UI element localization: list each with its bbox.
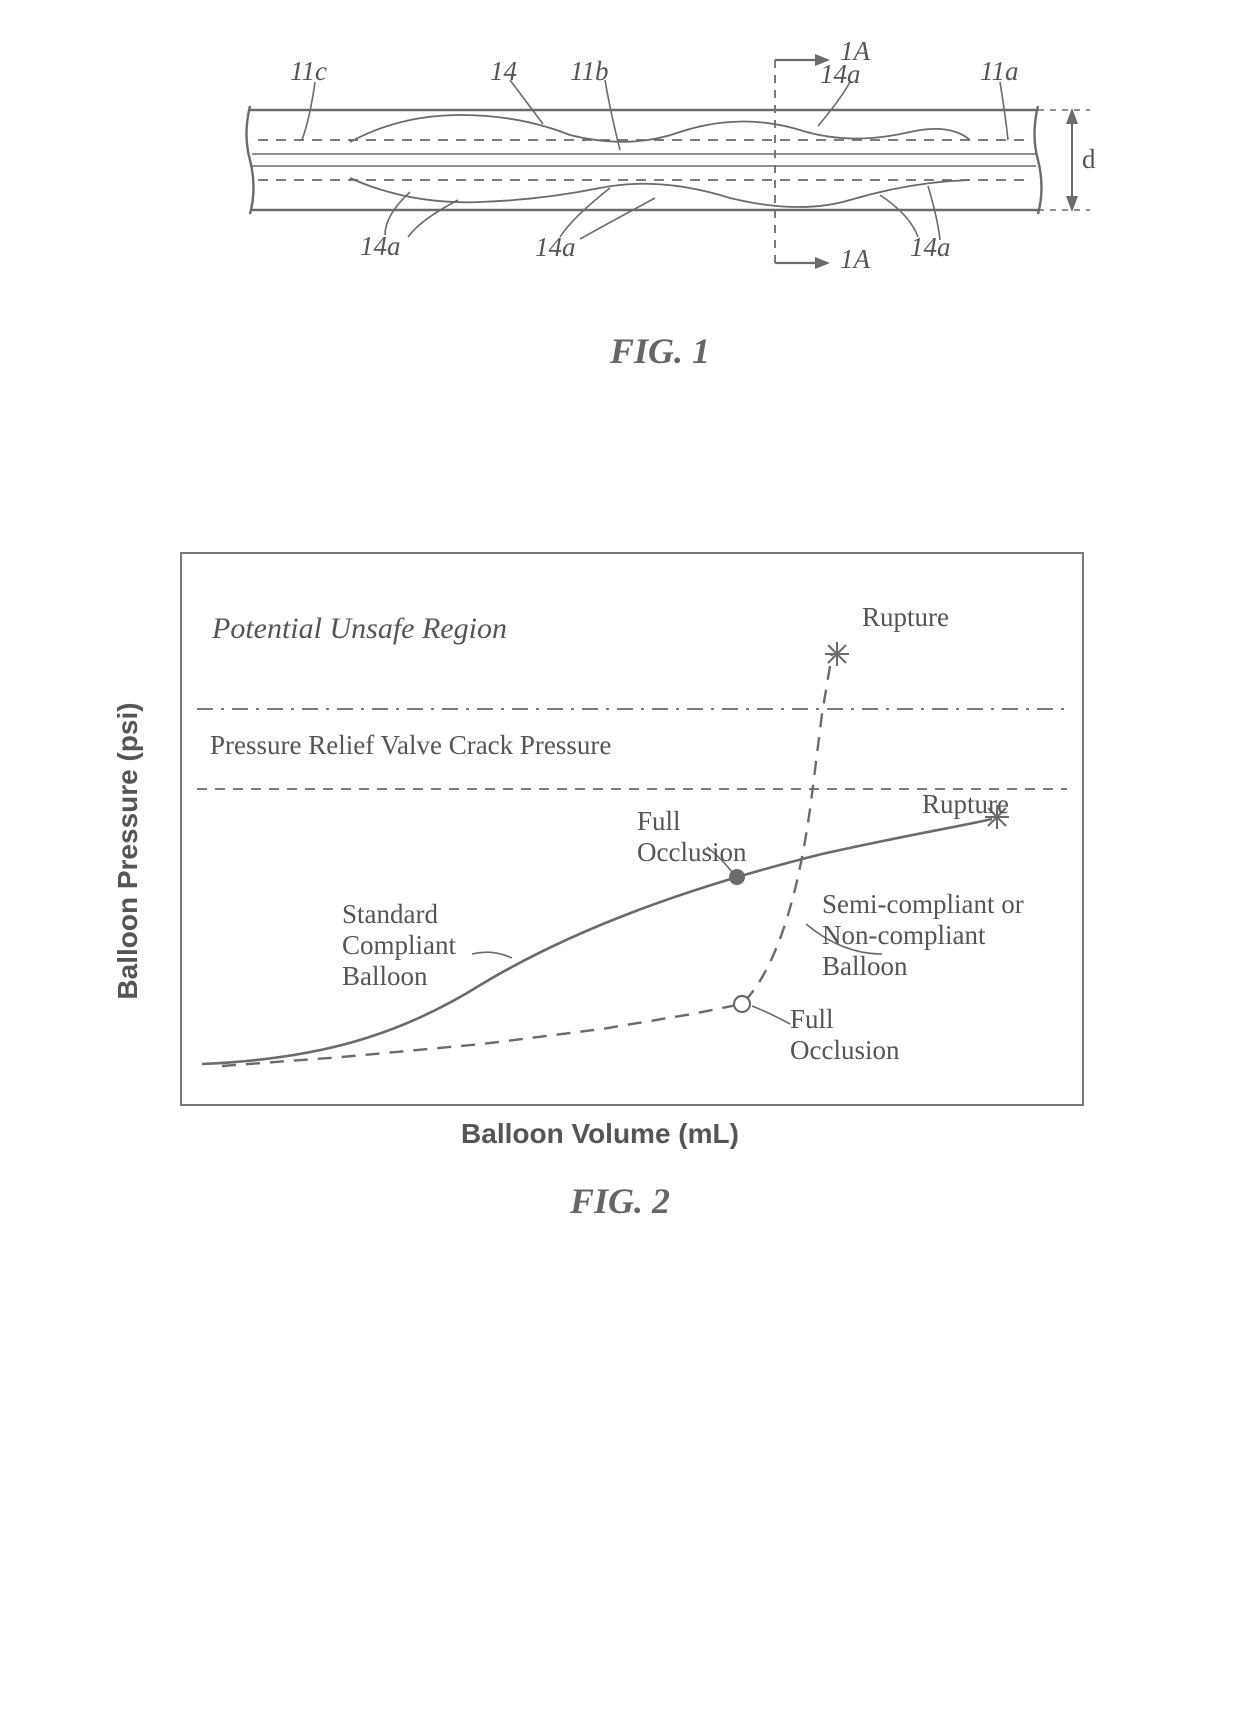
full-occlusion-open-dot <box>734 996 750 1012</box>
semi-balloon-label: Semi-compliant or Non-compliant Balloon <box>822 889 1072 982</box>
crack-pressure-label: Pressure Relief Valve Crack Pressure <box>210 730 611 761</box>
label-d: d <box>1082 144 1096 174</box>
label-11c: 11c <box>290 56 327 86</box>
fig2-title: FIG. 2 <box>70 1180 1170 1222</box>
fig2-plot: Potential Unsafe Region Pressure Relief … <box>180 552 1084 1106</box>
label-14a-br: 14a <box>910 232 951 262</box>
fig1-svg: 11c 14 11b 1A 14a 11a d 14a 14a 1A 14a <box>210 40 1110 320</box>
full-occlusion-label-2: Full Occlusion <box>790 1004 940 1066</box>
rupture-label-1: Rupture <box>862 602 949 633</box>
fig2-ylabel: Balloon Pressure (psi) <box>112 702 144 999</box>
label-14a-top: 14a <box>820 59 861 89</box>
fig1: 11c 14 11b 1A 14a 11a d 14a 14a 1A 14a F… <box>210 40 1240 372</box>
label-14a-bm: 14a <box>535 232 576 262</box>
full-occlusion-label-1: Full Occlusion <box>637 806 767 868</box>
label-11a: 11a <box>980 56 1019 86</box>
label-14a-bl: 14a <box>360 231 401 261</box>
label-14: 14 <box>490 56 517 86</box>
unsafe-region-label: Potential Unsafe Region <box>212 612 507 646</box>
label-1A-bot: 1A <box>840 244 871 274</box>
rupture-marker-1 <box>825 642 849 666</box>
rupture-label-2: Rupture <box>922 789 1009 820</box>
label-11b: 11b <box>570 56 609 86</box>
fig2-xlabel: Balloon Volume (mL) <box>120 1118 1080 1150</box>
fig2: Balloon Pressure (psi) <box>70 552 1170 1222</box>
std-balloon-label: Standard Compliant Balloon <box>342 899 502 992</box>
fig1-title: FIG. 1 <box>210 330 1110 372</box>
